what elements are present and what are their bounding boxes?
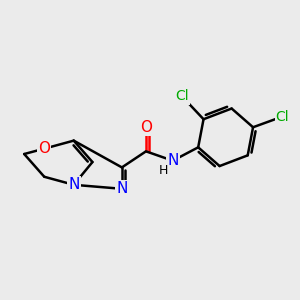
Text: N: N	[116, 181, 128, 196]
Text: O: O	[38, 141, 50, 156]
Text: Cl: Cl	[175, 89, 189, 103]
Text: N: N	[68, 177, 80, 192]
Text: Cl: Cl	[276, 110, 289, 124]
Text: N: N	[167, 153, 178, 168]
Text: O: O	[140, 120, 152, 135]
Text: H: H	[159, 164, 168, 177]
